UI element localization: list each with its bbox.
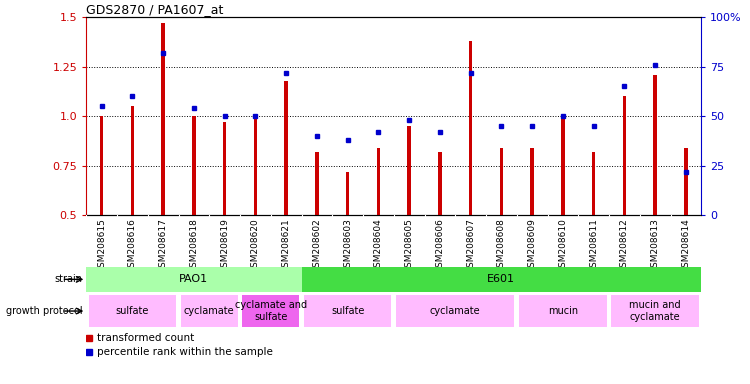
Bar — [284, 81, 288, 215]
Bar — [254, 116, 257, 215]
Text: cyclamate: cyclamate — [184, 306, 235, 316]
Text: PAO1: PAO1 — [179, 274, 209, 285]
Text: GSM208604: GSM208604 — [374, 218, 382, 273]
Text: mucin and
cyclamate: mucin and cyclamate — [629, 300, 681, 322]
Text: GSM208605: GSM208605 — [405, 218, 414, 273]
Text: GSM208608: GSM208608 — [496, 218, 506, 273]
Bar — [561, 116, 565, 215]
Bar — [376, 148, 380, 215]
Bar — [88, 295, 176, 327]
Text: GSM208617: GSM208617 — [159, 218, 168, 273]
Bar — [302, 267, 701, 292]
Text: cyclamate: cyclamate — [430, 306, 481, 316]
Text: GSM208621: GSM208621 — [282, 218, 291, 273]
Bar — [622, 96, 626, 215]
Text: GSM208614: GSM208614 — [681, 218, 690, 273]
Bar — [469, 41, 472, 215]
Text: GSM208602: GSM208602 — [312, 218, 321, 273]
Text: GSM208612: GSM208612 — [620, 218, 628, 273]
Bar — [684, 148, 688, 215]
Text: GSM208607: GSM208607 — [466, 218, 476, 273]
Text: GSM208611: GSM208611 — [590, 218, 598, 273]
Bar — [407, 126, 411, 215]
Text: GSM208619: GSM208619 — [220, 218, 230, 273]
Bar — [530, 148, 534, 215]
Bar — [223, 122, 226, 215]
Bar — [315, 152, 319, 215]
Bar — [519, 295, 607, 327]
Text: GDS2870 / PA1607_at: GDS2870 / PA1607_at — [86, 3, 224, 16]
Text: GSM208603: GSM208603 — [343, 218, 352, 273]
Text: growth protocol: growth protocol — [6, 306, 82, 316]
Bar — [192, 116, 196, 215]
Text: strain: strain — [55, 274, 82, 285]
Bar — [181, 295, 238, 327]
Bar — [100, 116, 104, 215]
Text: GSM208618: GSM208618 — [189, 218, 198, 273]
Text: cyclamate and
sulfate: cyclamate and sulfate — [235, 300, 307, 322]
Text: GSM208613: GSM208613 — [650, 218, 660, 273]
Text: mucin: mucin — [548, 306, 578, 316]
Bar — [396, 295, 514, 327]
Text: percentile rank within the sample: percentile rank within the sample — [97, 347, 273, 357]
Bar — [653, 74, 657, 215]
Text: GSM208610: GSM208610 — [558, 218, 567, 273]
Text: GSM208615: GSM208615 — [98, 218, 106, 273]
Text: sulfate: sulfate — [331, 306, 364, 316]
Bar — [304, 295, 392, 327]
Text: GSM208620: GSM208620 — [251, 218, 260, 273]
Text: transformed count: transformed count — [97, 333, 194, 343]
Bar — [592, 152, 596, 215]
Bar — [438, 152, 442, 215]
Bar — [86, 267, 302, 292]
Text: GSM208616: GSM208616 — [128, 218, 136, 273]
Bar — [500, 148, 503, 215]
Text: GSM208606: GSM208606 — [435, 218, 444, 273]
Text: E601: E601 — [488, 274, 515, 285]
Bar — [130, 106, 134, 215]
Text: sulfate: sulfate — [116, 306, 149, 316]
Bar — [242, 295, 299, 327]
Bar — [346, 172, 350, 215]
Text: GSM208609: GSM208609 — [528, 218, 537, 273]
Bar — [611, 295, 699, 327]
Bar — [161, 23, 165, 215]
